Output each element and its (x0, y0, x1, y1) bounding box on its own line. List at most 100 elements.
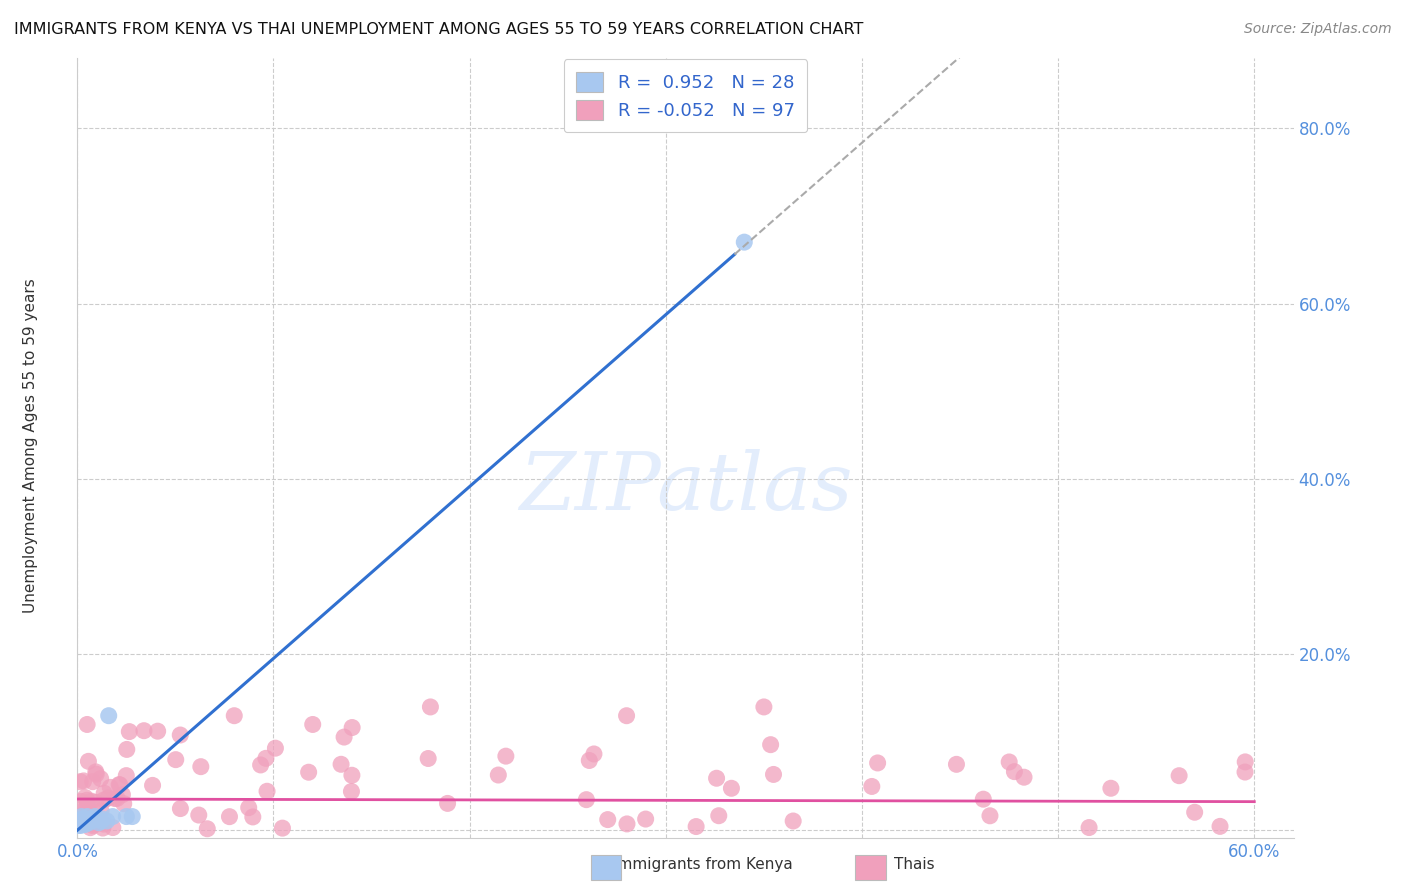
Point (77, 815, 100, 830)
Point (254, 751, 277, 765)
Point (720, 781, 742, 796)
Point (101, 821, 124, 835)
Point (80, 814, 103, 828)
Point (972, 792, 994, 806)
Point (84, 764, 107, 779)
Point (76, 809, 98, 823)
Point (340, 784, 363, 798)
Point (67, 818, 90, 832)
Point (70, 812, 93, 826)
Point (90, 804, 112, 818)
Point (242, 810, 264, 824)
Point (142, 778, 165, 792)
Point (249, 758, 271, 772)
Point (112, 797, 135, 811)
Point (582, 747, 605, 761)
Point (108, 778, 131, 792)
Point (418, 751, 440, 765)
Point (238, 800, 260, 814)
Point (634, 812, 657, 826)
Point (195, 822, 218, 836)
Point (72, 815, 94, 830)
Point (762, 767, 785, 781)
Point (67, 818, 90, 832)
Point (271, 821, 294, 835)
Point (82, 817, 104, 831)
Point (169, 801, 191, 815)
Point (84, 795, 107, 809)
Point (1234, 755, 1257, 769)
Point (82, 819, 104, 833)
Point (82, 774, 104, 789)
Point (495, 749, 517, 764)
Point (101, 809, 124, 823)
Point (115, 769, 138, 783)
Point (90, 772, 112, 786)
Point (72, 815, 94, 830)
Text: Immigrants from Kenya: Immigrants from Kenya (613, 857, 793, 872)
Point (67, 814, 90, 828)
Point (84, 809, 107, 823)
Point (86, 812, 108, 826)
Point (733, 235, 755, 249)
Point (75, 812, 97, 826)
Point (108, 778, 131, 792)
Point (218, 810, 240, 824)
Point (782, 814, 804, 828)
Point (706, 771, 728, 785)
Point (77, 812, 100, 826)
Point (97, 708, 120, 723)
Point (264, 741, 287, 756)
Point (340, 768, 363, 782)
Text: Thais: Thais (894, 857, 934, 872)
Point (84, 767, 107, 781)
Point (73, 773, 96, 788)
Text: IMMIGRANTS FROM KENYA VS THAI UNEMPLOYMENT AMONG AGES 55 TO 59 YEARS CORRELATION: IMMIGRANTS FROM KENYA VS THAI UNEMPLOYME… (14, 22, 863, 37)
Point (115, 809, 138, 823)
Point (91, 812, 114, 826)
Point (80, 794, 103, 808)
Point (685, 820, 707, 834)
Point (752, 700, 775, 714)
Point (77, 755, 100, 769)
Point (1099, 781, 1122, 796)
Point (69, 774, 91, 789)
Point (190, 759, 212, 773)
Point (165, 753, 187, 767)
Point (340, 721, 363, 735)
Point (115, 742, 138, 756)
Point (76, 793, 98, 807)
Point (1078, 821, 1101, 835)
Point (77, 798, 100, 813)
Point (75, 817, 97, 831)
Point (1012, 770, 1035, 784)
Point (1002, 764, 1025, 779)
Point (707, 808, 730, 822)
Point (616, 817, 638, 831)
Point (759, 738, 782, 752)
Point (70, 809, 93, 823)
Point (70, 794, 93, 808)
Point (596, 813, 619, 827)
Point (333, 730, 356, 744)
Point (72, 814, 94, 828)
Point (70, 818, 93, 832)
Point (575, 792, 598, 806)
Point (93, 793, 115, 807)
Point (298, 765, 321, 780)
Point (436, 797, 458, 811)
Point (330, 757, 353, 772)
Point (90, 814, 112, 828)
Point (93, 817, 115, 831)
Text: Source: ZipAtlas.com: Source: ZipAtlas.com (1244, 22, 1392, 37)
Point (866, 756, 889, 770)
Point (419, 700, 441, 714)
Point (75, 790, 97, 805)
Point (97, 791, 120, 805)
Point (75, 799, 97, 814)
Point (82, 812, 104, 826)
Point (91, 821, 114, 835)
Point (76, 814, 98, 828)
Point (979, 809, 1001, 823)
Point (1184, 805, 1206, 820)
